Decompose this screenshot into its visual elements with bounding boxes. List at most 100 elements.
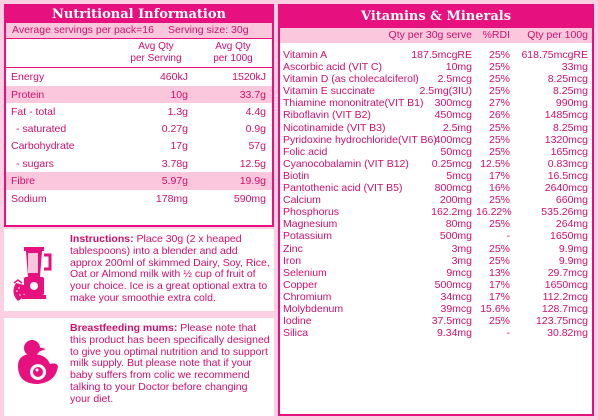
col-header-100g: Qty per 100g [527,29,588,41]
qty-per-serve: 5mcg [446,169,472,182]
vitamin-row: Magnesium 80mg 25% 264mg [280,218,592,230]
qty-per-serve: 2.5mg [442,121,472,134]
vitamin-name: Iron [283,254,302,267]
rdi-percent: 25% [488,242,510,255]
vitamin-name: Silica [283,327,309,340]
qty-per-serve: 800mcg [434,182,472,195]
rdi-percent: 25% [488,61,510,74]
qty-per-100g: 16.5mcg [547,169,588,182]
vitamin-row: Zinc 3mg 25% 9.9mg [280,243,592,255]
nutrient-name: Carbohydrate [11,140,75,152]
qty-per-100g: 535.26mg [541,206,588,219]
vitamin-row: Selenium 9mcg 13% 29.7mcg [280,267,592,279]
vitamin-row: Cyanocobalamin (VIT B12) 0.25mcg 12.5% 0.83… [280,158,592,170]
qty-per-serve: 80mg [445,218,472,231]
nutrition-rows: Energy 460kJ 1520kJ Protein 10g 33.7g Fat - to… [6,68,272,208]
rdi-percent: - [506,230,511,243]
col-header-serving: Qty per 30g serve [388,29,472,41]
vitamin-name: Iodine [283,315,312,328]
vitamin-name: Ascorbic acid (VIT C) [283,61,382,74]
nutrient-name: Fat - total [11,105,56,118]
nutrition-title: Nutritional Information [6,6,272,23]
vitamin-row: Copper 500mcg 17% 1650mcg [280,279,592,291]
rdi-percent: - [506,327,511,340]
vitamin-name: Folic acid [283,145,328,158]
qty-per-100g: 12.5g [239,157,266,170]
qty-per-serve: 3mg [451,254,472,267]
rdi-percent: 25% [488,121,510,134]
qty-per-100g: 1485mcg [544,109,588,122]
vitamins-panel: Vitamins & Minerals Qty per 30g serve %R… [278,4,594,416]
vitamin-name: Vitamin D (as cholecalciferol) [283,73,419,86]
nutrition-row: Protein 10g 33.7g [6,86,272,103]
qty-per-serving: 460kJ [159,71,188,83]
qty-per-100g: 590mg [233,193,266,205]
rdi-percent: 13% [488,266,510,279]
rdi-percent: 25% [488,49,510,61]
qty-per-serve: 500mg [439,230,472,243]
nutrition-header: Avg Qty per Serving Avg Qty per 100g [6,39,272,68]
qty-per-100g: 8.25mcg [547,73,588,86]
breastfeeding-panel: Breastfeeding mums: Please note that thi… [4,318,274,416]
breastfeeding-body: Please note that this product has been s… [70,322,270,405]
qty-per-serve: 9.34mg [436,327,472,340]
qty-per-serve: 0.25mcg [431,157,472,170]
qty-per-100g: 9.9mg [558,254,588,267]
rdi-percent: 27% [488,97,510,110]
nutrient-name: - saturated [16,122,67,135]
nutrition-row: - sugars 3.78g 12.5g [6,155,272,172]
vitamin-name: Chromium [283,290,332,303]
col-header-rdi: %RDI [482,29,510,41]
breastfeeding-label: Breastfeeding mums: [70,322,178,334]
qty-per-100g: 19.9g [239,175,266,187]
vitamin-row: Vitamin E succinate 2.5mg(3IU) 25% 8.25mg [280,85,592,97]
nutrition-row: Fat - total 1.3g 4.4g [6,103,272,120]
rdi-percent: 25% [488,133,510,146]
qty-per-100g: 4.4g [245,105,266,118]
vitamin-row: Pantothenic acid (VIT B5) 800mcg 16% 2640mc… [280,182,592,194]
qty-per-100g: 1520kJ [232,71,266,83]
vitamin-name: Magnesium [283,218,338,231]
servings-per-pack: Average servings per pack=16 [12,24,154,36]
qty-per-100g: 0.9g [245,122,266,135]
vitamins-title: Vitamins & Minerals [280,6,592,28]
rdi-percent: 12.5% [480,157,510,170]
qty-per-100g: 264mg [555,218,588,231]
qty-per-100g: 1320mcg [544,133,588,146]
vitamin-row: Biotin 5mcg 17% 16.5mcg [280,170,592,182]
serving-size: Serving size: 30g [168,24,249,36]
qty-per-100g: 1650mcg [544,278,588,291]
qty-per-100g: 33mg [561,61,588,74]
instructions-panel: Instructions: Place 30g (2 x heaped tabl… [4,229,274,311]
qty-per-serve: 500mcg [434,278,472,291]
vitamin-row: Potassium 500mg - 1650mg [280,230,592,242]
qty-per-serve: 10mg [445,61,472,74]
rdi-percent: 16.22% [476,206,512,219]
breastfeeding-text: Breastfeeding mums: Please note that thi… [70,322,270,406]
rdi-percent: 25% [488,145,510,158]
qty-per-100g: 128.7mcg [541,302,588,315]
vitamin-name: Molybdenum [283,302,344,315]
qty-per-100g: 57g [248,140,266,152]
vitamin-name: Potassium [283,230,333,243]
vitamin-row: Vitamin A 187.5mcgRE 25% 618.75mcgRE [280,49,592,61]
rdi-percent: 25% [488,218,510,231]
qty-per-serving: 5.97g [161,175,188,187]
vitamin-name: Phosphorus [283,206,340,219]
vitamin-row: Thiamine mononitrate(VIT B1) 300mcg 27% 990… [280,97,592,109]
qty-per-serve: 2.5mg(3IU) [419,85,472,98]
qty-per-100g: 8.25mg [552,85,588,98]
qty-per-100g: 618.75mcgRE [521,49,588,61]
rdi-percent: 25% [488,194,510,207]
qty-per-serve: 162.2mg [431,206,472,219]
nutrition-row: - saturated 0.27g 0.9g [6,120,272,137]
qty-per-serve: 187.5mcgRE [411,49,472,61]
vitamins-rows: Vitamin A 187.5mcgRE 25% 618.75mcgRE Ascorbi… [280,43,592,339]
rdi-percent: 17% [488,278,510,291]
vitamin-name: Cyanocobalamin (VIT B12) [283,157,409,170]
nutrition-row: Energy 460kJ 1520kJ [6,68,272,86]
nutrition-panel: Nutritional Information Average servings… [4,4,274,227]
qty-per-100g: 123.75mcg [536,315,588,328]
nutrient-name: - sugars [16,157,54,170]
vitamin-name: Vitamin A [283,49,328,61]
